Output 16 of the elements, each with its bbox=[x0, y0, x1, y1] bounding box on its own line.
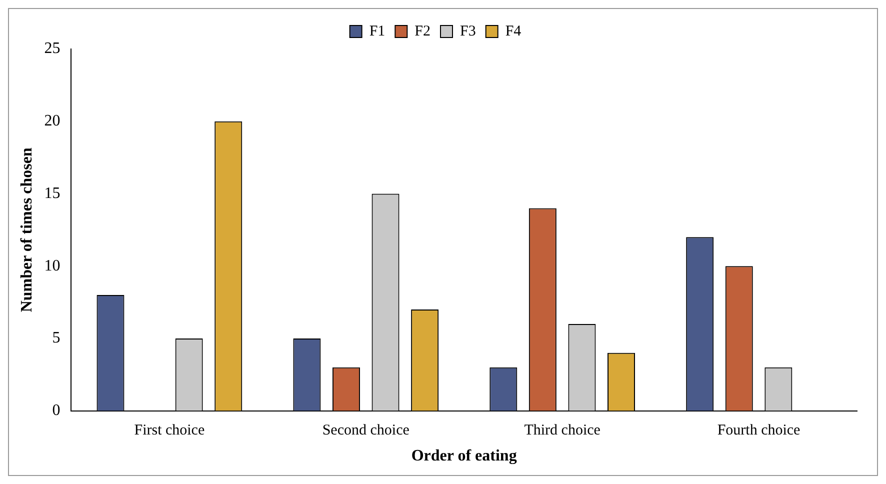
x-tick-label: Second choice bbox=[322, 422, 410, 439]
legend-label: F4 bbox=[505, 23, 522, 40]
y-tick-label: 25 bbox=[44, 40, 60, 58]
x-axis-title: Order of eating bbox=[411, 448, 517, 465]
legend-label: F3 bbox=[460, 23, 476, 40]
y-tick-label: 10 bbox=[44, 257, 60, 274]
y-axis-title: Number of times chosen bbox=[18, 148, 36, 312]
x-tick-label: Fourth choice bbox=[717, 422, 801, 439]
legend-label: F1 bbox=[369, 23, 386, 40]
y-tick-label: 15 bbox=[44, 184, 60, 202]
y-tick-label: 5 bbox=[52, 330, 60, 347]
legend-label: F2 bbox=[414, 23, 430, 40]
y-tick-label: 20 bbox=[44, 112, 60, 130]
x-tick-label: First choice bbox=[134, 422, 205, 439]
y-tick-label: 0 bbox=[52, 402, 60, 420]
x-tick-label: Third choice bbox=[524, 422, 601, 439]
